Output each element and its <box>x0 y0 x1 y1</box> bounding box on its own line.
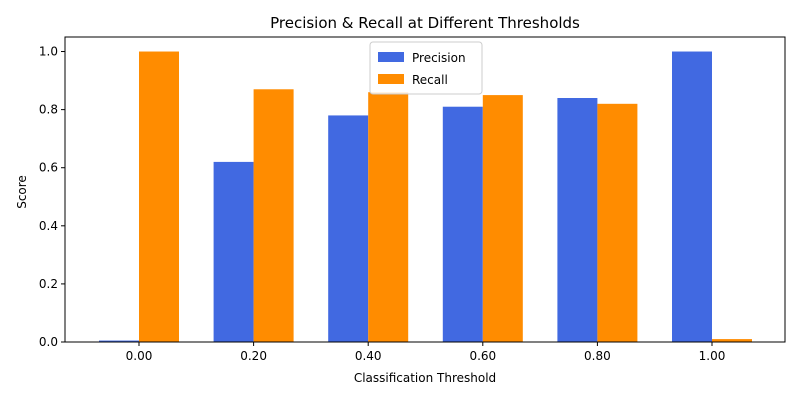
x-tick-label: 1.00 <box>699 349 726 363</box>
recall-bar <box>253 89 294 343</box>
precision-bar <box>672 51 712 343</box>
plot-area: 0.00 0.20 0.40 0.60 0.80 1.00 0.0 0.2 0.4 0.6 0.8 1… <box>39 36 786 363</box>
chart-title: Precision & Recall at Different Threshol… <box>270 14 580 32</box>
y-tick-label: 0.0 <box>39 335 58 349</box>
precision-bar <box>557 98 598 342</box>
precision-bar <box>213 161 254 342</box>
precision-bar <box>328 115 369 342</box>
recall-bar <box>139 51 179 343</box>
x-axis-label: Classification Threshold <box>354 371 496 385</box>
y-tick-label: 1.0 <box>39 45 58 59</box>
precision-bar <box>442 106 483 342</box>
recall-bar <box>482 95 523 342</box>
x-tick-label: 0.80 <box>584 349 611 363</box>
y-axis-label: Score <box>15 175 29 209</box>
y-tick-label: 0.2 <box>39 277 58 291</box>
y-tick-label: 0.8 <box>39 103 58 117</box>
plot-frame <box>64 36 786 343</box>
legend-label: Precision <box>412 51 466 65</box>
legend-label: Recall <box>412 73 448 87</box>
x-tick-label: 0.20 <box>240 349 267 363</box>
recall-bar <box>712 339 752 342</box>
y-tick-label: 0.6 <box>39 161 58 175</box>
y-tick-label: 0.4 <box>39 219 58 233</box>
recall-bar <box>597 103 638 342</box>
x-tick-label: 0.40 <box>355 349 382 363</box>
x-tick-label: 0.60 <box>469 349 496 363</box>
legend-swatch <box>378 52 404 62</box>
precision-bar <box>99 340 139 342</box>
x-tick-label: 0.00 <box>126 349 153 363</box>
recall-bar <box>368 92 409 342</box>
legend-swatch <box>378 74 404 84</box>
